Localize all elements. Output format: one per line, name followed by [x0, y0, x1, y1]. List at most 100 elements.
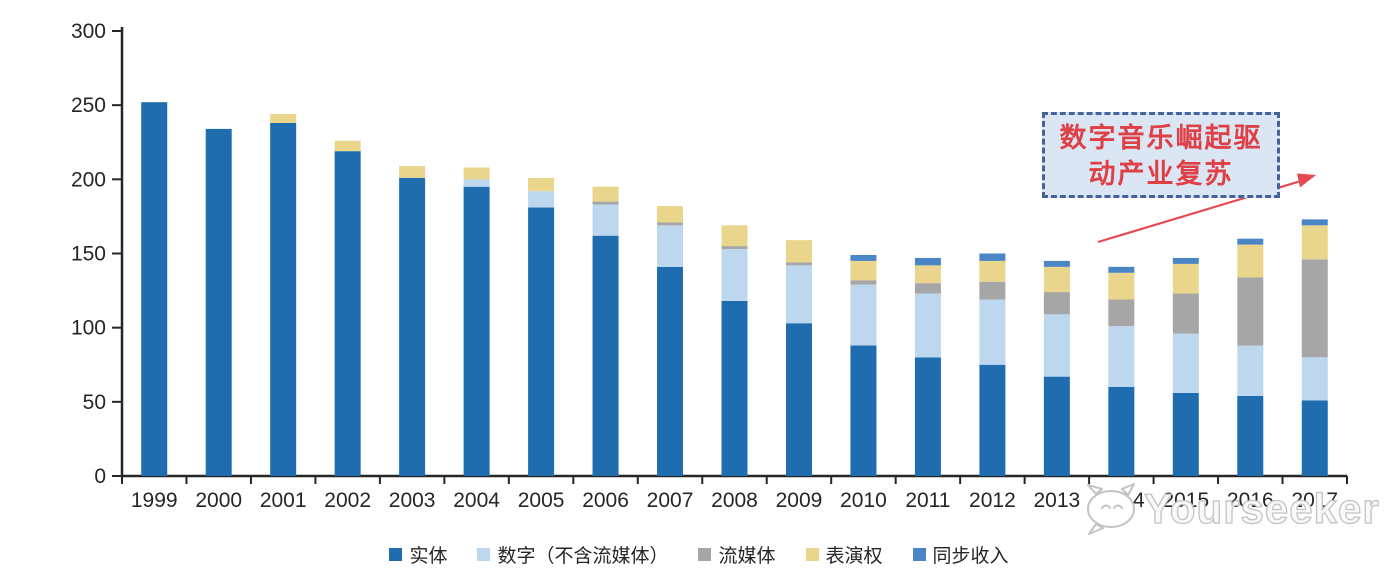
legend-swatch — [805, 548, 819, 561]
bar-segment-2017-s1 — [1301, 357, 1328, 401]
bar-segment-2004-s0 — [463, 186, 490, 476]
x-axis-label: 2003 — [389, 489, 436, 512]
legend: 实体 数字（不含流媒体） 流媒体 表演权 同步收入 — [0, 541, 1398, 568]
bar-segment-2013-s3 — [1043, 266, 1070, 293]
legend-label: 实体 — [409, 546, 448, 567]
bar-segment-2009-s2 — [785, 262, 812, 266]
bar-segment-2002-s0 — [334, 151, 361, 476]
bar-segment-2009-s1 — [785, 265, 812, 324]
y-axis-label: 200 — [71, 168, 106, 191]
x-axis-label: 2006 — [582, 489, 629, 512]
x-axis-label: 2005 — [518, 489, 565, 512]
y-axis-label: 100 — [71, 317, 106, 340]
annotation-arrow-head — [1297, 173, 1316, 188]
bar-segment-2015-s3 — [1172, 263, 1199, 294]
bar-segment-2004-s1 — [463, 179, 490, 187]
bar-segment-2012-s2 — [979, 281, 1006, 300]
bar-segment-2007-s1 — [657, 225, 684, 267]
bar-segment-2006-s0 — [592, 235, 619, 476]
bar-segment-2003-s3 — [399, 165, 426, 178]
legend-label: 流媒体 — [718, 546, 776, 567]
bar-segment-2016-s1 — [1237, 345, 1264, 396]
bar-segment-2014-s0 — [1108, 387, 1135, 476]
bar-segment-2010-s1 — [850, 284, 877, 346]
watermark-text: Yourseeker — [1143, 484, 1380, 532]
bar-segment-2005-s3 — [528, 177, 555, 192]
bar-segment-2016-s2 — [1237, 277, 1264, 346]
bar-segment-2015-s4 — [1172, 257, 1199, 264]
x-axis-label: 2008 — [711, 489, 758, 512]
legend-label: 表演权 — [825, 546, 883, 567]
bar-segment-2017-s4 — [1301, 219, 1328, 226]
bar-segment-2003-s0 — [399, 177, 426, 476]
bar-segment-2008-s2 — [721, 246, 748, 250]
bar-segment-2013-s2 — [1043, 292, 1070, 315]
bar-segment-2010-s4 — [850, 254, 877, 261]
legend-item: 实体 — [389, 541, 447, 568]
y-axis-label: 300 — [71, 20, 106, 43]
x-axis-label: 1999 — [131, 489, 178, 512]
bar-segment-2006-s1 — [592, 204, 619, 236]
bar-segment-2010-s2 — [850, 280, 877, 285]
legend-swatch — [477, 548, 491, 561]
bar-segment-2011-s0 — [914, 357, 941, 476]
x-axis-label: 2004 — [453, 489, 500, 512]
x-axis-label: 2015 — [1162, 489, 1209, 512]
y-axis-label: 50 — [83, 391, 106, 414]
bar-segment-2014-s4 — [1108, 266, 1135, 273]
bar-segment-2016-s4 — [1237, 238, 1264, 245]
bar-segment-2007-s0 — [657, 266, 684, 476]
bar-segment-2012-s4 — [979, 253, 1006, 261]
bar-segment-2013-s4 — [1043, 260, 1070, 267]
bar-segment-2015-s1 — [1172, 333, 1199, 393]
bar-segment-2014-s1 — [1108, 326, 1135, 387]
bar-segment-2005-s0 — [528, 207, 555, 476]
legend-swatch — [698, 548, 712, 561]
legend-item: 表演权 — [805, 541, 883, 568]
bar-segment-2011-s2 — [914, 283, 941, 294]
bar-segment-2011-s1 — [914, 293, 941, 358]
bar-segment-2004-s3 — [463, 167, 490, 180]
watermark: Yourseeker — [1080, 482, 1380, 536]
bar-segment-2006-s2 — [592, 201, 619, 205]
x-axis-label: 2001 — [260, 489, 307, 512]
x-axis-label: 2007 — [647, 489, 694, 512]
bar-segment-2013-s0 — [1043, 376, 1070, 476]
legend-item: 数字（不含流媒体） — [477, 541, 668, 568]
legend-item: 流媒体 — [698, 541, 776, 568]
x-axis-label: 2017 — [1291, 489, 1338, 512]
bar-segment-2009-s3 — [785, 240, 812, 263]
bar-segment-2017-s2 — [1301, 259, 1328, 358]
legend-swatch — [912, 548, 926, 561]
bar-segment-2017-s3 — [1301, 225, 1328, 260]
bar-segment-2015-s0 — [1172, 392, 1199, 476]
x-axis-label: 2016 — [1227, 489, 1274, 512]
x-axis-label: 2013 — [1034, 489, 1081, 512]
bar-segment-2013-s1 — [1043, 314, 1070, 377]
bar-segment-2011-s4 — [914, 257, 941, 266]
bar-segment-2007-s3 — [657, 206, 684, 223]
x-axis-label: 2010 — [840, 489, 887, 512]
y-axis-label: 0 — [94, 465, 106, 488]
bar-segment-2012-s1 — [979, 299, 1006, 365]
x-axis-label: 2002 — [324, 489, 371, 512]
bar-segment-2016-s0 — [1237, 395, 1264, 476]
bar-segment-2012-s3 — [979, 260, 1006, 282]
bar-segment-2009-s0 — [785, 323, 812, 476]
bar-segment-2015-s2 — [1172, 293, 1199, 334]
bar-segment-2008-s1 — [721, 249, 748, 301]
legend-swatch — [389, 548, 403, 561]
bar-segment-2010-s0 — [850, 345, 877, 476]
bar-segment-2000-s0 — [205, 128, 232, 476]
y-axis-label: 250 — [71, 94, 106, 117]
speech-bubble-cat-icon — [1087, 483, 1135, 535]
bar-segment-2005-s1 — [528, 191, 555, 208]
legend-item: 同步收入 — [912, 541, 1009, 568]
bar-segment-2008-s0 — [721, 300, 748, 476]
bar-segment-2007-s2 — [657, 222, 684, 226]
legend-label: 数字（不含流媒体） — [497, 546, 669, 567]
bar-segment-2006-s3 — [592, 186, 619, 202]
legend-label: 同步收入 — [932, 546, 1009, 567]
